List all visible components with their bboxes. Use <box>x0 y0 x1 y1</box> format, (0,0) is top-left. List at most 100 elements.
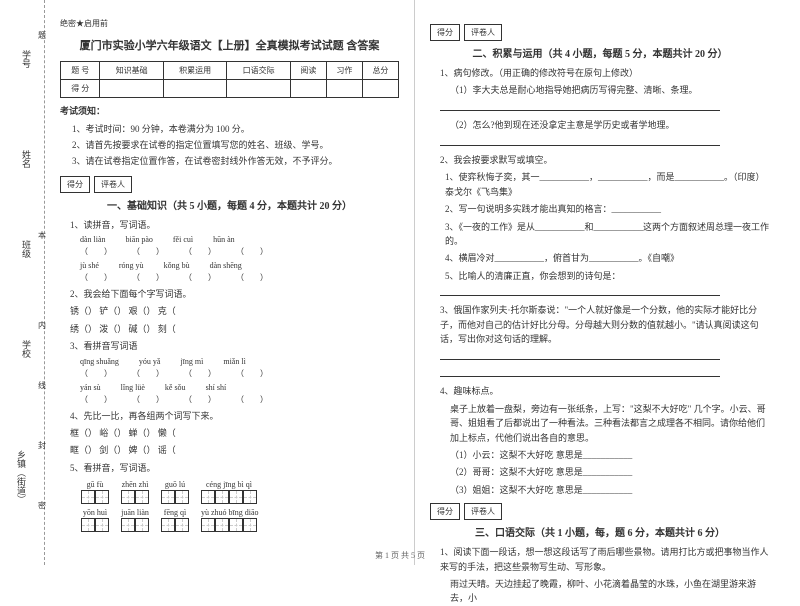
s2q4-sub: （2）哥哥：这梨不大好吃 意思是___________ <box>450 465 770 479</box>
section2-title: 二、积累与运用（共 4 小题，每题 5 分，本题共计 20 分） <box>430 45 770 60</box>
s2q1: 1、病句修改。（用正确的修改符号在原句上修改） <box>440 66 770 80</box>
td[interactable] <box>362 80 398 98</box>
paren[interactable]: （ ） <box>80 272 112 283</box>
paren[interactable]: （ ） <box>132 394 164 405</box>
grid-pinyin: guō lú <box>161 480 189 489</box>
td[interactable] <box>290 80 326 98</box>
grid-item[interactable]: céng jīng bì qì <box>201 480 257 504</box>
blank-line[interactable] <box>440 136 770 150</box>
tianzi-box[interactable] <box>201 518 215 532</box>
s2q2-sub: 4、横眉冷对___________，俯首甘为___________。《自嘲》 <box>445 251 770 265</box>
page-footer: 第 1 页 共 5 页 <box>0 550 800 561</box>
tianzi-box[interactable] <box>229 490 243 504</box>
paren[interactable]: （ ） <box>236 394 268 405</box>
paren[interactable]: （ ） <box>132 246 164 257</box>
py: shí shí <box>206 383 227 392</box>
tianzi-box[interactable] <box>95 518 109 532</box>
secret-label: 绝密★启用前 <box>60 18 399 29</box>
label-xingming: 姓名 <box>20 150 33 168</box>
py: jīng mì <box>180 357 203 366</box>
paren[interactable]: （ ） <box>236 246 268 257</box>
paren[interactable]: （ ） <box>80 394 112 405</box>
paren[interactable]: （ ） <box>236 368 268 379</box>
grid-item[interactable]: fēng qì <box>161 508 189 532</box>
section3-title: 三、口语交际（共 1 小题，每，题 6 分，本题共计 6 分） <box>430 524 770 539</box>
s2q2-sub: 1、使弈秋悔子奕，其一___________，___________，而是___… <box>445 170 770 199</box>
tianzi-box[interactable] <box>215 518 229 532</box>
paren-row: （ ） （ ） （ ） （ ） <box>80 246 399 257</box>
td[interactable] <box>326 80 362 98</box>
q3: 3、看拼音写词语 <box>70 339 399 353</box>
tianzi-box[interactable] <box>201 490 215 504</box>
defen-cell: 得分 <box>430 24 460 41</box>
notice-title: 考试须知： <box>60 104 399 117</box>
paren[interactable]: （ ） <box>80 368 112 379</box>
tianzi-box[interactable] <box>243 518 257 532</box>
paren-row: （ ） （ ） （ ） （ ） <box>80 394 399 405</box>
tianzi-box[interactable] <box>229 518 243 532</box>
tianzi-box[interactable] <box>243 490 257 504</box>
score-box: 得分 评卷人 <box>60 176 399 193</box>
paren[interactable]: （ ） <box>184 368 216 379</box>
table-row: 题 号 知识基础 积累运用 口语交际 阅读 习作 总分 <box>61 62 399 80</box>
s2q4-sub: （3）姐姐：这梨不大好吃 意思是___________ <box>450 483 770 497</box>
paren[interactable]: （ ） <box>184 272 216 283</box>
pinyin-row: yán sù lǐng lüè kě sǒu shí shí <box>80 383 399 392</box>
left-column: 绝密★启用前 厦门市实验小学六年级语文【上册】全真模拟考试试题 含答案 题 号 … <box>45 0 415 565</box>
py: kǒng bù <box>164 261 190 270</box>
blank-line[interactable] <box>440 367 770 381</box>
paren[interactable]: （ ） <box>184 246 216 257</box>
tianzi-box[interactable] <box>161 518 175 532</box>
pinyin-row: jù shé róng yù kǒng bù dàn shēng <box>80 261 399 270</box>
td[interactable] <box>227 80 290 98</box>
tianzi-box[interactable] <box>135 518 149 532</box>
pingjuan-cell: 评卷人 <box>464 503 502 520</box>
tianzi-box[interactable] <box>135 490 149 504</box>
th: 总分 <box>362 62 398 80</box>
grid-item[interactable]: zhēn zhì <box>121 480 149 504</box>
tianzi-box[interactable] <box>121 518 135 532</box>
grid-pinyin: yù zhuó bīng diāo <box>201 508 259 517</box>
pingjuan-cell: 评卷人 <box>94 176 132 193</box>
paren[interactable]: （ ） <box>236 272 268 283</box>
grid-item[interactable]: juān liàn <box>121 508 149 532</box>
grid-item[interactable]: guō lú <box>161 480 189 504</box>
paren[interactable]: （ ） <box>184 394 216 405</box>
tianzi-box[interactable] <box>175 518 189 532</box>
tianzi-box[interactable] <box>161 490 175 504</box>
td[interactable] <box>100 80 163 98</box>
defen-cell: 得分 <box>430 503 460 520</box>
tianzi-box[interactable] <box>95 490 109 504</box>
binding-margin: 学号 姓名 班级 学校 乡镇（街道） 题 本 内 线 封 密 <box>0 0 45 565</box>
label-xuexiao: 学校 <box>20 340 33 358</box>
s2q2-sub: 2、写一句说明多实践才能出真知的格言：___________ <box>445 202 770 216</box>
notice-item: 2、请首先按要求在试卷的指定位置填写您的姓名、班级、学号。 <box>72 137 399 153</box>
q2-row: 锈（） 铲（） 艰（） 克（ <box>70 304 399 318</box>
q4-row: 框（） 峪（） 蝉（） 懒（ <box>70 426 399 440</box>
tianzi-box[interactable] <box>121 490 135 504</box>
py: lǐng lüè <box>121 383 145 392</box>
py: jù shé <box>80 261 99 270</box>
tianzi-box[interactable] <box>81 518 95 532</box>
defen-cell: 得分 <box>60 176 90 193</box>
blank-line[interactable] <box>440 101 770 115</box>
paren[interactable]: （ ） <box>132 272 164 283</box>
grid-item[interactable]: gū fù <box>81 480 109 504</box>
s2q4: 4、趣味标点。 <box>440 384 770 398</box>
paren[interactable]: （ ） <box>132 368 164 379</box>
py: róng yù <box>119 261 144 270</box>
tianzi-box[interactable] <box>81 490 95 504</box>
tianzi-box[interactable] <box>215 490 229 504</box>
grid-item[interactable]: yōn huì <box>81 508 109 532</box>
s2q3: 3、俄国作家列夫·托尔斯泰说："一个人就好像是一个分数，他的实际才能好比分子，而… <box>440 303 770 346</box>
blank-line[interactable] <box>440 286 770 300</box>
th: 积累运用 <box>163 62 226 80</box>
exam-title: 厦门市实验小学六年级语文【上册】全真模拟考试试题 含答案 <box>60 37 399 53</box>
tianzi-box[interactable] <box>175 490 189 504</box>
paren[interactable]: （ ） <box>80 246 112 257</box>
td[interactable] <box>163 80 226 98</box>
blank-line[interactable] <box>440 350 770 364</box>
grid-item[interactable]: yù zhuó bīng diāo <box>201 508 259 532</box>
section1-title: 一、基础知识（共 5 小题，每题 4 分，本题共计 20 分） <box>60 197 399 212</box>
right-column: 得分 评卷人 二、积累与运用（共 4 小题，每题 5 分，本题共计 20 分） … <box>415 0 785 565</box>
